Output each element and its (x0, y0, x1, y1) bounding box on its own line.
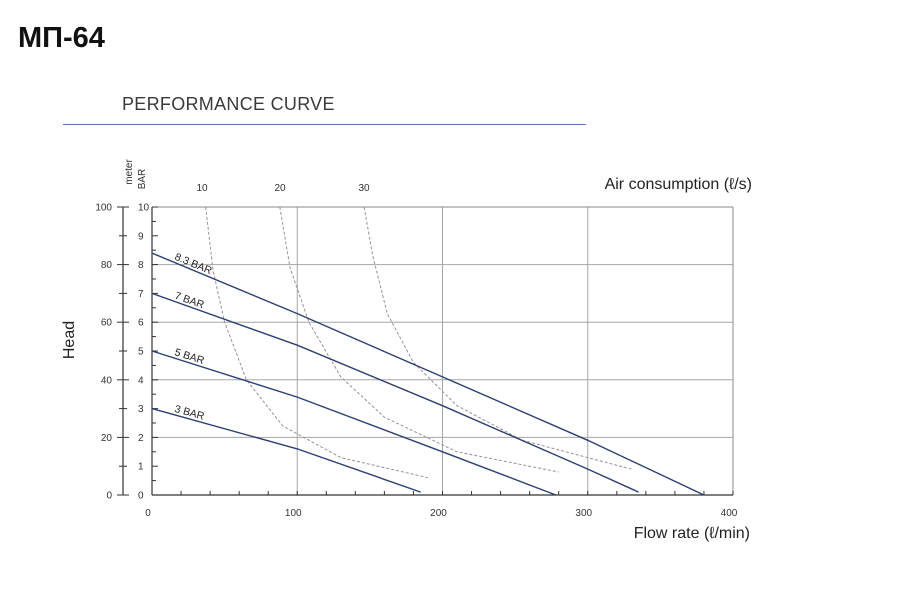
bar-tick-label: 2 (138, 433, 144, 444)
bar-tick-label: 4 (138, 375, 144, 386)
performance-curve-heading: PERFORMANCE CURVE (122, 94, 335, 114)
pressure-curve-label: 8.3 BAR (173, 251, 214, 277)
x-axis-title: Flow rate (ℓ/min) (634, 525, 750, 542)
head-tick-label: 80 (101, 260, 113, 271)
head-tick-label: 100 (95, 203, 112, 214)
head-tick-label: 20 (101, 433, 113, 444)
heading-underline (63, 124, 586, 125)
chart-axes (117, 206, 734, 496)
pressure-curve-label: 7 BAR (173, 290, 206, 312)
air-tick-label: 20 (274, 183, 286, 194)
head-tick-label: 60 (101, 318, 113, 329)
air-tick-label: 30 (358, 183, 370, 194)
head-axis-title: Head (61, 321, 78, 359)
pressure-curves (151, 252, 705, 496)
bar-tick-label: 5 (138, 347, 144, 358)
flow-tick-label: 200 (430, 508, 447, 519)
flow-tick-label: 300 (575, 508, 592, 519)
bar-tick-label: 0 (138, 491, 144, 502)
head-tick-label: 0 (106, 491, 112, 502)
bar-tick-label: 6 (138, 318, 144, 329)
bar-tick-label: 3 (138, 404, 144, 415)
flow-tick-label: 100 (285, 508, 302, 519)
bar-tick-label: 8 (138, 260, 144, 271)
head-tick-label: 40 (101, 375, 113, 386)
air-curve-20 (279, 206, 559, 473)
bar-tick-label: 9 (138, 231, 144, 242)
bar-unit-label: BAR (137, 169, 148, 190)
air-consumption-title: Air consumption (ℓ/s) (605, 176, 752, 193)
bar-tick-label: 7 (138, 289, 144, 300)
air-tick-label: 10 (196, 183, 208, 194)
model-title: МП-64 (18, 22, 105, 54)
head-unit-label: meter (124, 159, 135, 185)
pressure-curve (151, 292, 639, 493)
pressure-curve (151, 350, 557, 496)
pressure-curve (151, 407, 421, 493)
bar-tick-label: 10 (138, 203, 150, 214)
bar-tick-label: 1 (138, 462, 144, 473)
flow-tick-label: 400 (721, 508, 738, 519)
air-consumption-curves (205, 206, 632, 479)
flow-tick-label: 0 (145, 508, 151, 519)
pressure-curve-label: 3 BAR (173, 403, 206, 423)
pressure-curve-label: 5 BAR (173, 346, 206, 367)
pressure-curve (151, 252, 705, 496)
